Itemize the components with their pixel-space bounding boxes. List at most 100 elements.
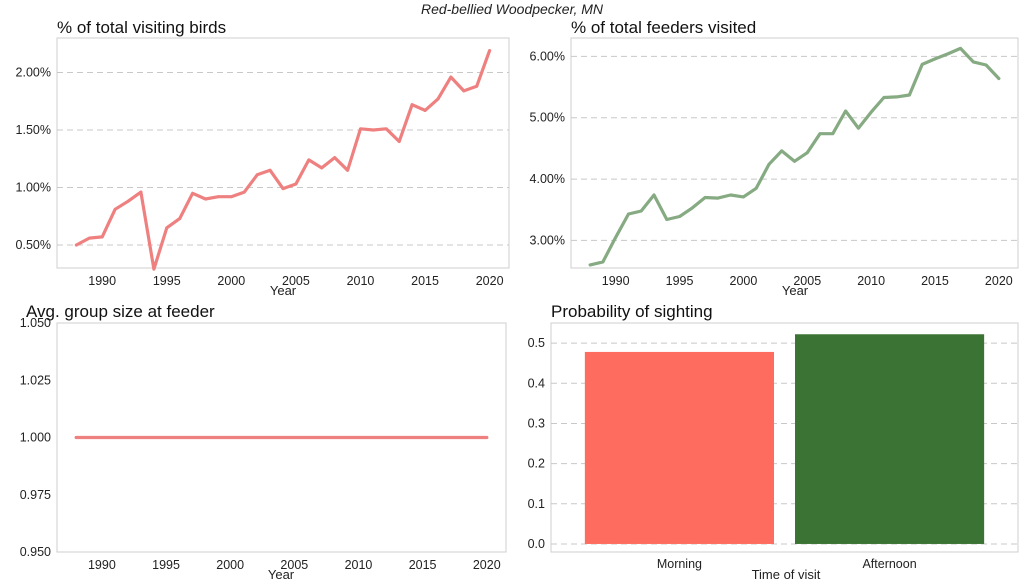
y-tick-label: 1.00% (16, 181, 51, 195)
data-point (869, 110, 873, 114)
data-point (268, 168, 272, 172)
data-point (384, 127, 388, 131)
data-point (87, 236, 91, 240)
data-point (152, 267, 156, 271)
y-tick-label: 0.0 (528, 537, 545, 551)
data-point (462, 89, 466, 93)
data-point (627, 212, 630, 216)
data-point (971, 60, 975, 64)
x-tick-label: 2010 (345, 558, 373, 572)
data-point (242, 190, 246, 194)
data-point (844, 109, 847, 113)
x-tick-label: 2015 (409, 558, 437, 572)
y-tick-label: 1.000 (20, 431, 51, 445)
data-point (229, 195, 233, 199)
y-tick-label: 6.00% (530, 49, 565, 63)
figure-suptitle: Red-bellied Woodpecker, MN (421, 1, 604, 17)
data-point (665, 218, 669, 221)
data-point (997, 77, 1001, 80)
plot-area (56, 322, 507, 553)
x-tick-label: 1990 (88, 274, 116, 288)
panel-probability-of-sighting: Probability of sighting Time of visit 0.… (528, 302, 1019, 582)
data-point (178, 217, 182, 220)
data-point (882, 96, 886, 99)
data-point (280, 436, 283, 439)
data-point (267, 436, 271, 439)
x-axis-label: Time of visit (752, 567, 821, 582)
data-point (767, 162, 771, 166)
data-point (139, 190, 143, 194)
y-tick-label: 0.3 (528, 416, 545, 430)
data-point (203, 436, 206, 439)
data-point (113, 207, 117, 211)
data-point (933, 57, 937, 61)
x-tick-label: 1995 (152, 558, 180, 572)
data-point (333, 156, 337, 160)
data-point (805, 151, 809, 155)
bar (584, 351, 774, 544)
data-point (449, 75, 453, 79)
x-tick-label: 2000 (217, 274, 245, 288)
x-tick-label: 2005 (793, 274, 821, 288)
panel-title: Avg. group size at feeder (26, 302, 215, 321)
x-tick-label: 2005 (280, 558, 308, 572)
data-point (421, 436, 425, 439)
y-tick-label: 0.975 (20, 488, 51, 502)
data-point (241, 436, 245, 439)
data-point (126, 199, 130, 203)
x-tick-label: Afternoon (862, 557, 916, 571)
data-point (318, 436, 322, 439)
x-tick-label: 2010 (857, 274, 885, 288)
data-point (320, 166, 324, 170)
data-point (436, 97, 440, 101)
data-point (895, 95, 899, 99)
data-point (100, 436, 104, 439)
data-point (395, 436, 399, 439)
data-point (703, 196, 707, 199)
series-line (74, 48, 492, 271)
x-tick-label: 2020 (476, 274, 504, 288)
data-point (446, 436, 450, 439)
y-tick-label: 0.950 (20, 545, 51, 559)
data-point (652, 193, 656, 197)
x-tick-label: Morning (657, 557, 702, 571)
x-tick-label: 2020 (985, 274, 1013, 288)
data-point (410, 103, 414, 107)
y-tick-label: 0.1 (528, 497, 545, 511)
data-point (344, 436, 348, 439)
data-point (346, 168, 349, 172)
data-point (357, 436, 360, 439)
data-point (215, 436, 219, 439)
data-point (372, 128, 375, 132)
y-tick-label: 0.4 (528, 376, 545, 390)
x-tick-label: 1995 (153, 274, 181, 288)
data-point (305, 436, 309, 439)
data-point (716, 196, 720, 200)
data-point (984, 63, 988, 67)
y-tick-label: 0.50% (16, 238, 51, 252)
x-tick-label: 2005 (282, 274, 310, 288)
plot-area (56, 37, 510, 269)
data-point (831, 132, 835, 136)
data-point (818, 132, 822, 136)
y-tick-label: 5.00% (530, 111, 565, 125)
y-tick-label: 1.050 (20, 316, 51, 330)
data-point (164, 436, 168, 439)
panel-title: Probability of sighting (551, 302, 713, 321)
data-point (408, 436, 412, 439)
data-point (281, 187, 285, 191)
data-point (177, 436, 181, 439)
x-tick-label: 2000 (216, 558, 244, 572)
data-point (423, 109, 427, 112)
data-point (217, 195, 220, 199)
panel-title: % of total visiting birds (57, 18, 226, 37)
y-tick-label: 4.00% (530, 172, 565, 186)
x-axis-label: Year (270, 283, 297, 298)
y-tick-label: 1.025 (20, 373, 51, 387)
x-tick-label: 1990 (602, 274, 630, 288)
x-tick-label: 2015 (411, 274, 439, 288)
data-point (292, 436, 296, 439)
data-point (369, 436, 373, 439)
x-tick-label: 2010 (347, 274, 375, 288)
data-point (793, 159, 796, 163)
